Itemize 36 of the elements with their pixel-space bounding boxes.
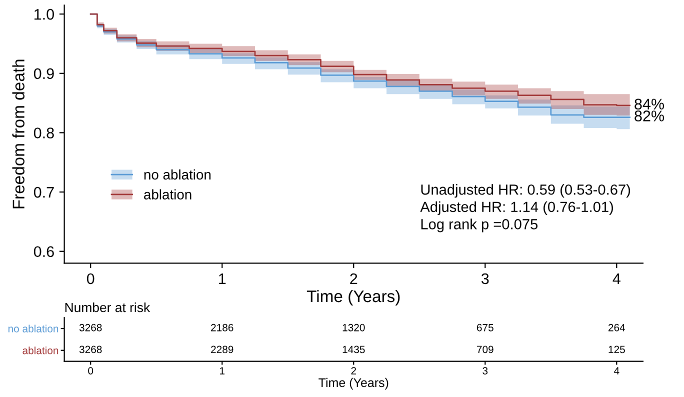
data-label: 125 [608,346,625,354]
x-axis-title: Time (Years) [318,378,388,390]
data-label: 3268 [79,346,102,354]
data-label: 1435 [342,346,365,354]
chart-title: Number at risk [65,302,150,312]
x-tick-label: 1 [220,367,224,374]
x-tick-label: 2 [350,273,358,284]
annotation: Unadjusted HR: 0.59 (0.53-0.67) Adjusted HR: 1.14 (0.76-1.01) Log rank p =0.075 [420,184,630,232]
data-label: 709 [476,346,494,354]
data-label: 3268 [79,324,102,332]
x-tick-label: 0 [88,367,94,374]
y-tick-label: 1.0 [34,8,54,20]
data-label: 675 [476,324,494,332]
x-tick-label: 3 [482,367,488,374]
y-axis-title: Freedom from death [12,60,24,208]
data-label: 1320 [342,324,365,332]
x-axis-title: Time (Years) [306,290,400,306]
x-tick-label: 2 [351,367,356,374]
y-tick-label: no ablation [8,324,58,332]
x-tick-label: 4 [614,367,620,374]
annotation: 84% [634,98,664,110]
legend-label: ablation [144,189,192,200]
annotation: 82% [634,110,664,122]
data-label: 2186 [211,324,234,332]
x-tick-label: 4 [612,273,620,284]
y-tick-label: 0.7 [34,186,54,198]
y-tick-label: 0.6 [34,246,54,258]
y-tick-label: 0.9 [34,68,54,80]
x-tick-label: 0 [86,273,94,284]
data-label: 2289 [211,346,234,354]
x-tick-label: 1 [219,273,226,284]
y-tick-label: ablation [22,346,58,354]
x-tick-label: 3 [481,273,489,284]
legend-label: no ablation [144,169,211,180]
y-tick-label: 0.8 [34,128,54,138]
data-label: 264 [608,324,626,332]
